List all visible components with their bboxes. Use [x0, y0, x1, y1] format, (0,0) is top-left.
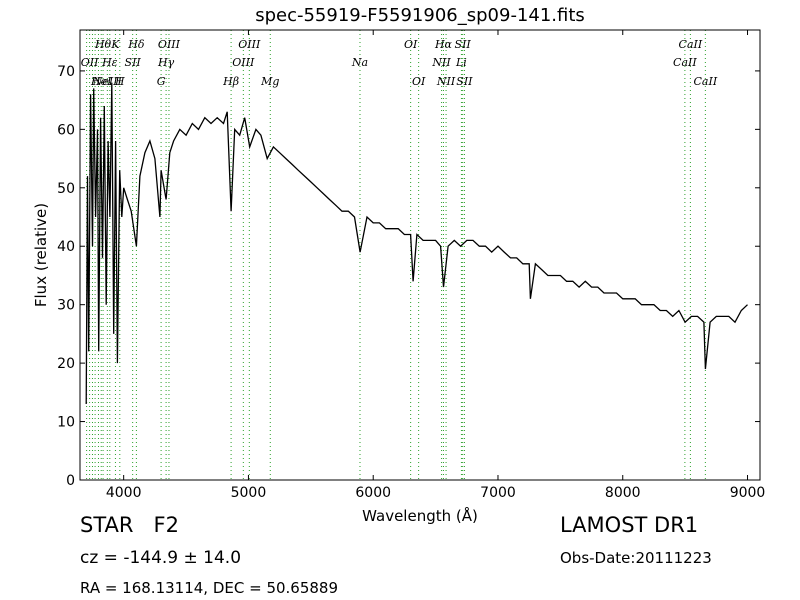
x-tick-label: 9000 [730, 485, 766, 501]
chart-title: spec-55919-F5591906_sp09-141.fits [255, 5, 585, 26]
redshift-cz: cz = -144.9 ± 14.0 [80, 548, 242, 568]
emission-line-label: CaII [694, 75, 718, 88]
emission-line-label: CaII [679, 38, 703, 51]
axes-frame [79, 29, 761, 481]
emission-line-label: H [114, 75, 125, 88]
survey-name: LAMOST DR1 [560, 513, 699, 537]
y-tick-label: 20 [57, 356, 75, 372]
spectrum-line [85, 82, 748, 405]
emission-line-label: OI [412, 75, 426, 88]
emission-line-label: Hδ [127, 38, 145, 51]
emission-line-label: SII [456, 75, 473, 88]
y-axis-label: Flux (relative) [32, 203, 50, 307]
emission-line-label: Li [455, 56, 467, 69]
emission-line-label: NII [431, 56, 451, 69]
y-tick-label: 30 [57, 298, 75, 314]
emission-line-label: NII [436, 75, 456, 88]
emission-line-label: SII [125, 56, 142, 69]
emission-line-label: OII [81, 56, 99, 69]
x-tick-label: 6000 [355, 485, 391, 501]
emission-line-label: CaII [673, 56, 697, 69]
emission-line-label: Hθ [94, 38, 112, 51]
emission-line-label: OI [404, 38, 418, 51]
emission-line-label: Mg [260, 75, 279, 88]
emission-line-label: Hβ [222, 75, 239, 88]
emission-line-label: NeIII [92, 75, 123, 88]
x-tick-label: 8000 [605, 485, 641, 501]
spectrum-series [85, 82, 748, 405]
x-axis-label: Wavelength (Å) [362, 506, 478, 525]
emission-line-label: OIII [232, 56, 255, 69]
y-tick-label: 0 [66, 473, 75, 489]
ra-dec: RA = 168.13114, DEC = 50.65889 [80, 579, 339, 597]
emission-line-label: Hγ [157, 56, 175, 69]
line-labels: OIIHeIHθNeIIIHεKHSIIHδGHγOIIIHβOIIIOIIIM… [81, 38, 718, 88]
emission-line-label: Hα [434, 38, 453, 51]
emission-line-label: G [157, 75, 166, 88]
y-tick-label: 10 [57, 415, 75, 431]
emission-line-label: Hε [101, 56, 118, 69]
axis-ticks: 4000 5000 6000 7000 8000 9000 0 10 20 30 40 50 60 70 [57, 30, 765, 501]
object-class: STAR F2 [80, 513, 179, 537]
emission-line-label: Na [351, 56, 368, 69]
emission-line-label: SII [455, 38, 472, 51]
emission-line-label: HeI [90, 75, 112, 88]
emission-line-label: K [110, 38, 120, 51]
x-tick-label: 4000 [106, 485, 142, 501]
y-tick-label: 40 [57, 239, 75, 255]
y-tick-label: 60 [57, 122, 75, 138]
observation-date: Obs-Date:20111223 [560, 549, 712, 567]
x-tick-label: 7000 [480, 485, 516, 501]
emission-line-label: OIII [238, 38, 261, 51]
emission-line-label: OIII [158, 38, 181, 51]
y-tick-label: 50 [57, 181, 75, 197]
x-tick-label: 5000 [231, 485, 267, 501]
line-markers [86, 30, 706, 480]
y-tick-label: 70 [57, 64, 75, 80]
